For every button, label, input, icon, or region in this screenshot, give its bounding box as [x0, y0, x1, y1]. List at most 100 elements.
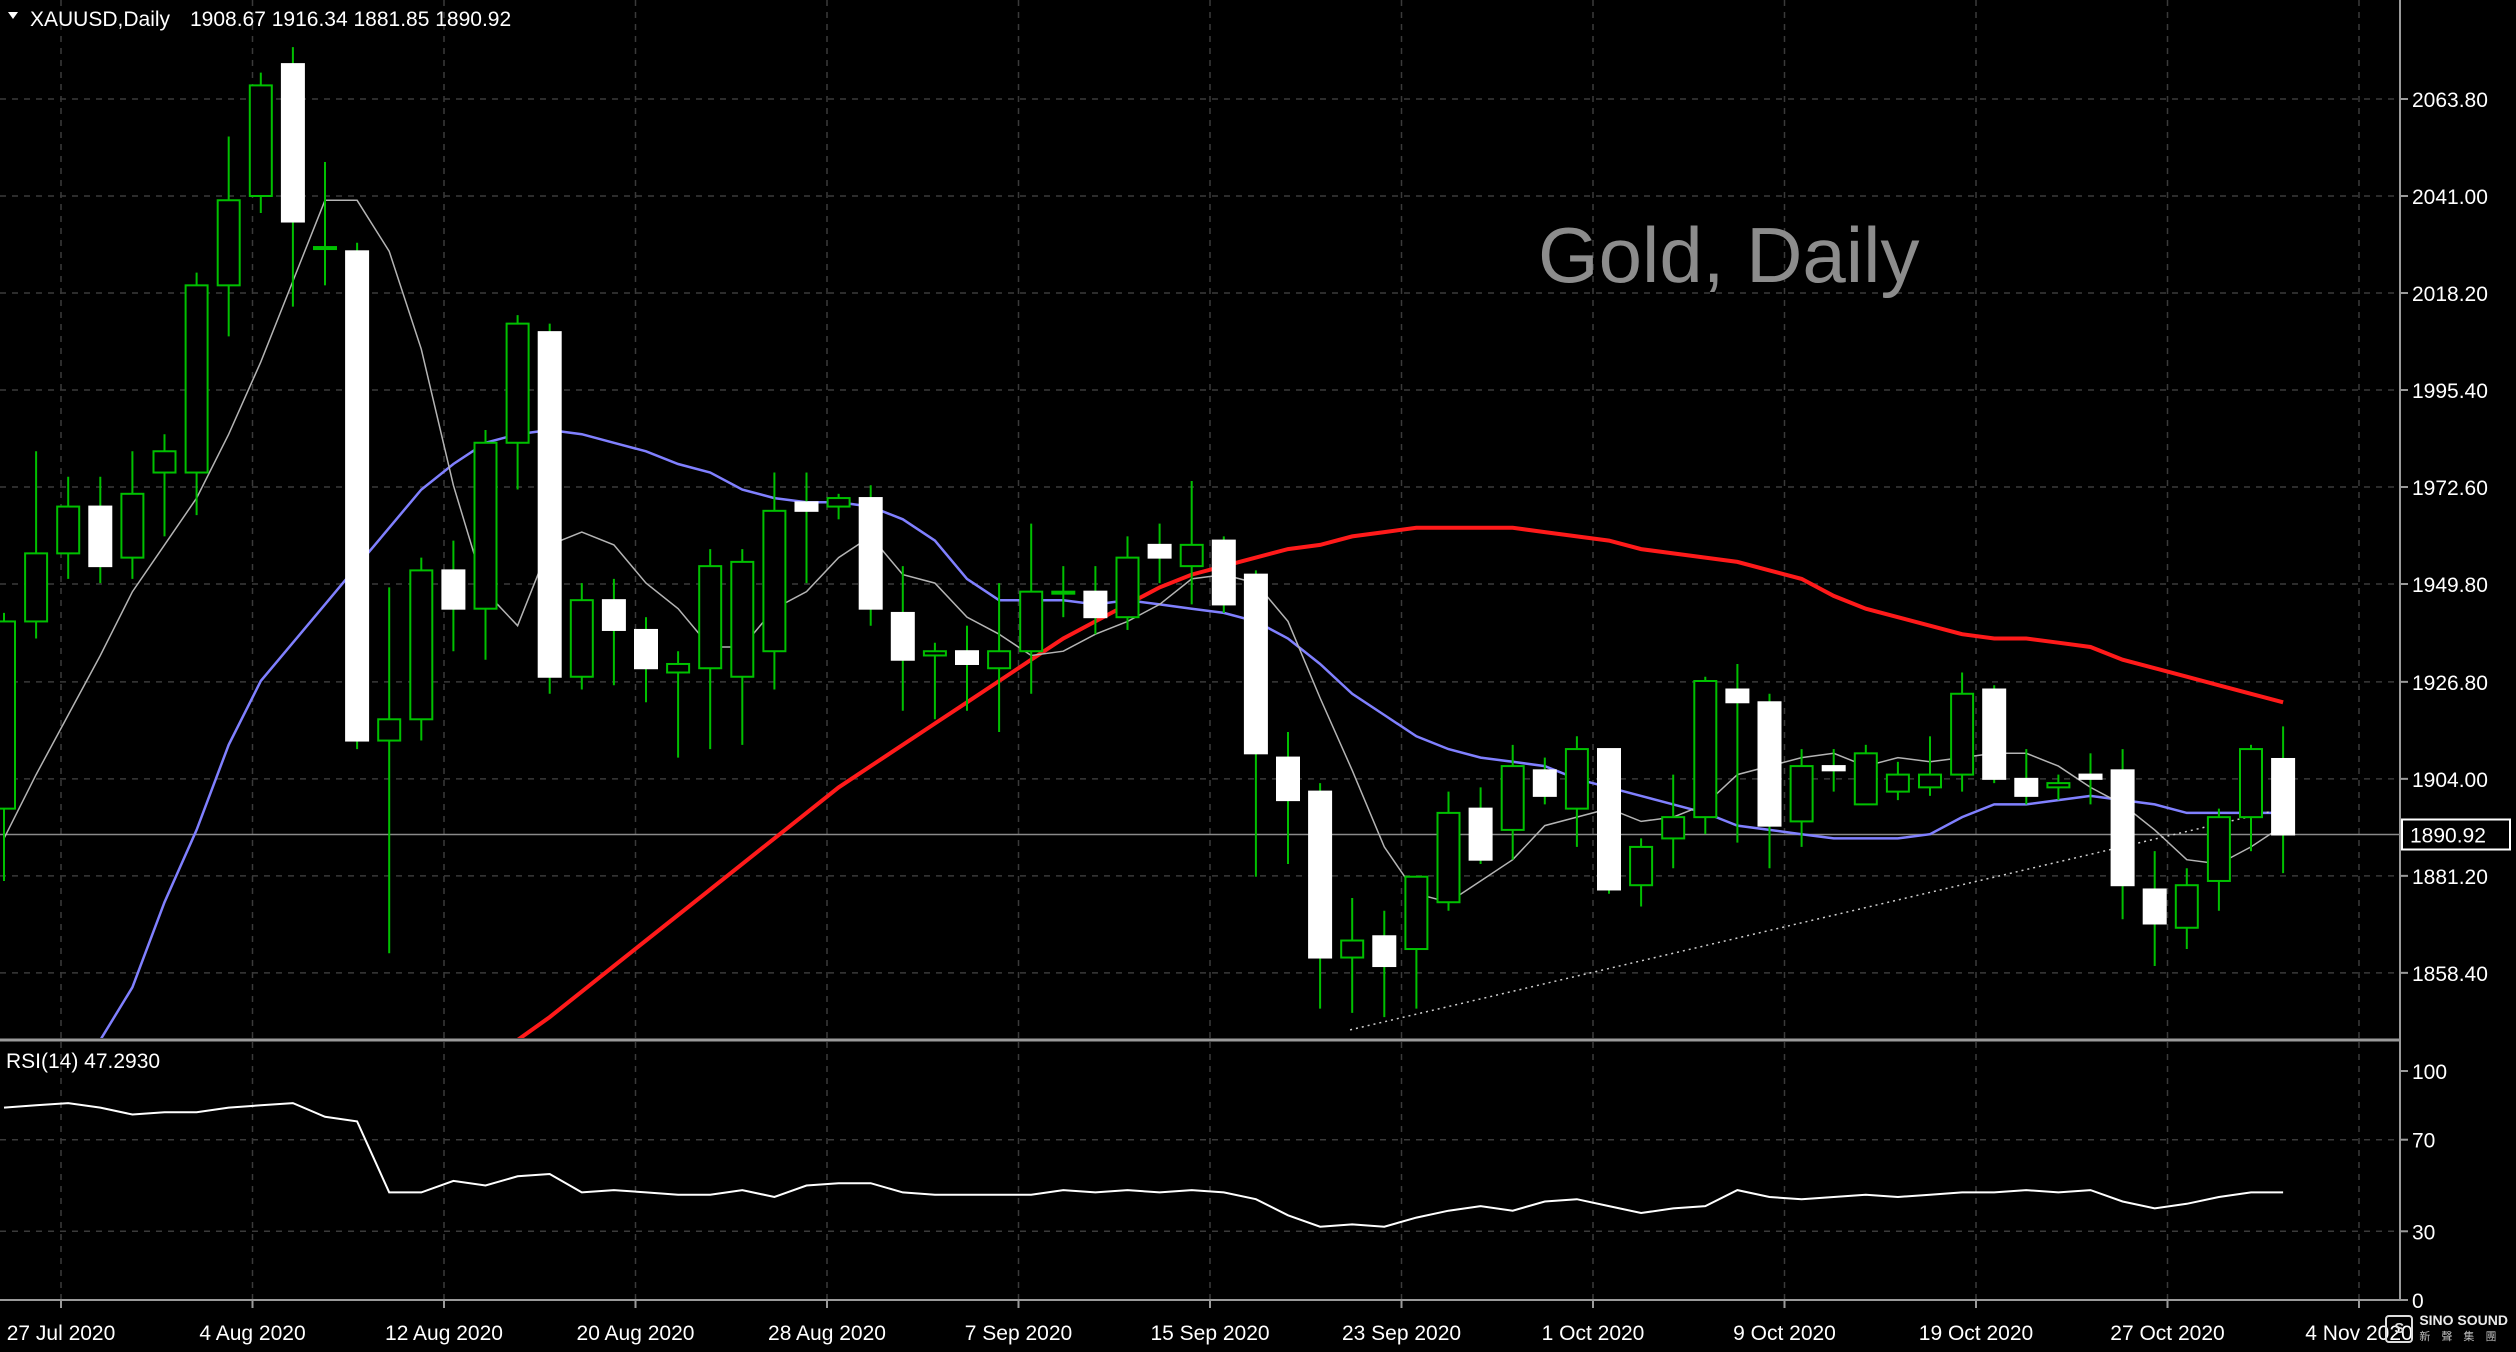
candle: [1147, 523, 1172, 584]
candle: [2014, 749, 2039, 805]
candle: [1404, 875, 1429, 1009]
rsi-tick-label: 30: [2412, 1221, 2435, 1244]
price-tick-label: 1995.40: [2412, 380, 2488, 403]
candle: [248, 72, 273, 214]
bear-candle-body: [1468, 807, 1493, 861]
rsi-indicator-label: RSI(14) 47.2930: [6, 1050, 160, 1073]
bull-candle-body: [987, 650, 1012, 670]
candle: [1629, 838, 1654, 907]
bull-candle-body: [1661, 816, 1686, 840]
bull-candle-body: [409, 569, 434, 721]
bull-candle-body: [1950, 692, 1975, 776]
bear-candle-body: [1211, 539, 1236, 606]
bull-candle-body: [1340, 939, 1365, 959]
candle: [2174, 868, 2199, 950]
candle: [794, 472, 819, 584]
candle: [987, 583, 1012, 733]
bull-candle-body: [2206, 816, 2231, 882]
candle: [1115, 536, 1140, 630]
candle: [152, 434, 177, 537]
candle: [216, 136, 241, 337]
price-tick-label: 1881.20: [2412, 866, 2488, 889]
bull-candle-body: [1500, 765, 1525, 831]
candle: [2078, 753, 2103, 805]
bear-candle-body: [1147, 543, 1172, 559]
price-tick-label: 2063.80: [2412, 89, 2488, 112]
date-tick-label: 1 Oct 2020: [1542, 1322, 1645, 1345]
bear-candle-body: [2078, 773, 2103, 780]
bear-candle-body: [2014, 777, 2039, 797]
candle: [1500, 744, 1525, 860]
bear-candle-body: [2142, 888, 2167, 925]
candle: [56, 476, 81, 579]
bull-candle-body: [248, 84, 273, 197]
price-tick-label: 1972.60: [2412, 477, 2488, 500]
date-tick-label: 28 Aug 2020: [768, 1322, 886, 1345]
bull-candle-body: [730, 560, 755, 678]
candle: [88, 476, 113, 584]
candle: [1725, 663, 1750, 843]
bear-candle-body: [1083, 590, 1108, 619]
candle: [826, 493, 851, 520]
rsi-line: [3, 1102, 2284, 1228]
candle: [537, 323, 562, 694]
bear-candle-body: [955, 650, 979, 665]
candle: [1211, 536, 1236, 613]
bull-candle-body: [505, 322, 530, 444]
candle: [2110, 749, 2135, 920]
candle: [441, 540, 466, 652]
candle: [634, 617, 658, 703]
candle: [2271, 726, 2296, 874]
candle: [1179, 481, 1204, 605]
moving-averages: [3, 199, 2284, 1038]
bull-candle-body: [313, 246, 337, 251]
date-tick-label: 9 Oct 2020: [1733, 1322, 1836, 1345]
candle: [24, 451, 49, 639]
bull-candle-body: [569, 599, 594, 678]
candle: [1597, 748, 1621, 894]
candle: [1885, 761, 1910, 801]
rsi-axis-labels: 100 70 30 0: [2400, 1061, 2447, 1313]
price-tick-label: 1904.00: [2412, 769, 2488, 792]
bull-candle-body: [826, 497, 851, 508]
candle: [762, 472, 787, 690]
candle: [1276, 732, 1300, 864]
bear-candle-body: [345, 250, 370, 742]
dropdown-triangle-icon[interactable]: [8, 12, 18, 19]
candle: [1372, 910, 1397, 1018]
candle: [2206, 808, 2231, 911]
candle: [409, 557, 434, 741]
bull-candle-body: [1404, 875, 1429, 951]
candle: [1661, 774, 1686, 869]
candle: [698, 549, 723, 750]
grid-lines: [0, 0, 2400, 1300]
price-tick-label: 1858.40: [2412, 963, 2488, 986]
candle: [569, 583, 594, 690]
bear-candle-body: [2110, 769, 2135, 887]
candle: [1564, 736, 1589, 847]
candle: [2239, 744, 2263, 852]
candle: [1789, 749, 1814, 847]
bear-candle-body: [1532, 769, 1557, 797]
candle: [666, 651, 691, 758]
candle: [184, 272, 209, 516]
candle: [505, 315, 530, 490]
bear-candle-body: [1597, 748, 1621, 891]
candle: [922, 642, 947, 720]
price-tick-label: 1949.80: [2412, 574, 2488, 597]
symbol-label: XAUUSD,Daily: [30, 8, 171, 31]
moving-average-slow-line: [516, 525, 2284, 1038]
moving-average-fast-line: [100, 428, 2284, 1038]
date-tick-label: 23 Sep 2020: [1342, 1322, 1461, 1345]
candle: [1918, 736, 1942, 796]
candle: [0, 612, 16, 881]
bull-candle-body: [922, 650, 947, 657]
date-tick-label: 15 Sep 2020: [1150, 1322, 1269, 1345]
candle: [280, 47, 305, 307]
rsi-series: [3, 1102, 2284, 1228]
candle: [1051, 566, 1076, 618]
bear-candle-body: [1308, 790, 1333, 959]
bull-candle-body: [1885, 773, 1910, 793]
candle: [1308, 783, 1333, 1009]
